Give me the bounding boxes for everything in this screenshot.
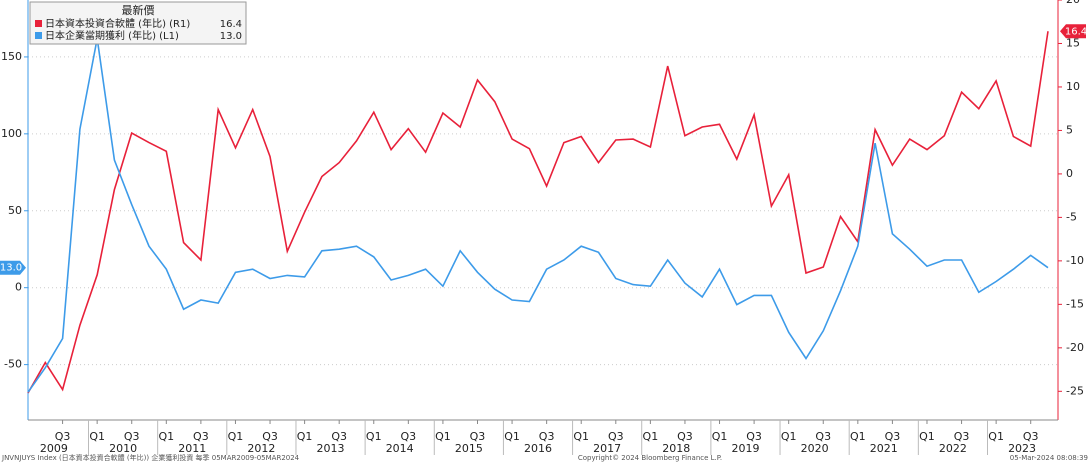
x-tick-label: Q1: [228, 430, 244, 443]
legend-box: [29, 1, 247, 45]
x-tick-label: Q3: [262, 430, 278, 443]
x-tick-label: Q3: [954, 430, 970, 443]
legend-label: 日本資本投資合軟體 (年比) (R1): [45, 17, 190, 30]
footer-left: JNVNJUYS Index (日本資本投資合軟體 (年比)) 企業獲利投資 每…: [1, 453, 300, 462]
y2-tick-label: 5: [1066, 123, 1073, 136]
year-label: 2011: [178, 442, 206, 455]
x-tick-label: Q3: [815, 430, 831, 443]
year-label: 2013: [317, 442, 345, 455]
x-tick-label: Q1: [504, 430, 520, 443]
x-tick-label: Q1: [919, 430, 935, 443]
legend-swatch: [35, 20, 42, 27]
series-line: [27, 38, 1049, 393]
y2-tick-label: -20: [1066, 341, 1084, 354]
year-label: 2009: [40, 442, 68, 455]
y2-tick-label: -25: [1066, 384, 1084, 397]
y2-tick-label: 0: [1066, 167, 1073, 180]
x-tick-label: Q3: [124, 430, 140, 443]
year-label: 2014: [386, 442, 414, 455]
legend-value: 16.4: [220, 19, 242, 30]
x-tick-label: Q3: [746, 430, 762, 443]
year-label: 2023: [1008, 442, 1036, 455]
x-tick-label: Q3: [539, 430, 555, 443]
x-tick-label: Q3: [55, 430, 71, 443]
y2-tick-label: 10: [1066, 80, 1080, 93]
y-tick-label: -50: [4, 358, 22, 371]
x-tick-label: Q1: [435, 430, 451, 443]
x-tick-label: Q1: [297, 430, 313, 443]
legend-value: 13.0: [220, 31, 242, 42]
y2-tick-label: 20: [1066, 0, 1080, 6]
last-value-label: 13.0: [0, 263, 22, 274]
x-tick-label: Q1: [158, 430, 174, 443]
last-value-box: [1060, 24, 1086, 39]
x-tick-label: Q3: [608, 430, 624, 443]
x-tick-label: Q3: [193, 430, 209, 443]
year-label: 2017: [593, 442, 621, 455]
year-label: 2021: [870, 442, 898, 455]
x-tick-label: Q1: [573, 430, 589, 443]
year-label: 2016: [524, 442, 552, 455]
y-tick-label: 150: [1, 50, 22, 63]
legend-label: 日本企業當期獲利 (年比) (L1): [45, 29, 179, 42]
year-label: 2010: [109, 442, 137, 455]
legend-swatch: [35, 32, 42, 39]
x-tick-label: Q3: [885, 430, 901, 443]
x-tick-label: Q1: [781, 430, 797, 443]
footer-center: Copyright© 2024 Bloomberg Finance L.P.: [578, 454, 722, 462]
x-tick-label: Q1: [712, 430, 728, 443]
y2-tick-label: -15: [1066, 297, 1084, 310]
last-value-box: [0, 260, 26, 275]
series-line: [27, 31, 1049, 394]
y2-tick-label: -5: [1066, 210, 1077, 223]
last-value-label: 16.4: [1065, 26, 1087, 37]
x-tick-label: Q3: [1023, 430, 1039, 443]
y-tick-label: 0: [15, 281, 22, 294]
y2-tick-label: 15: [1066, 36, 1080, 49]
x-tick-label: Q1: [988, 430, 1004, 443]
y-tick-label: 100: [1, 127, 22, 140]
x-tick-label: Q1: [366, 430, 382, 443]
footer-right: 05-Mar-2024 08:08:39: [1010, 454, 1088, 462]
x-tick-label: Q3: [677, 430, 693, 443]
year-label: 2022: [939, 442, 967, 455]
x-tick-label: Q1: [89, 430, 105, 443]
year-label: 2015: [455, 442, 483, 455]
y2-tick-label: -10: [1066, 254, 1084, 267]
year-label: 2018: [662, 442, 690, 455]
year-label: 2020: [801, 442, 829, 455]
year-label: 2012: [247, 442, 275, 455]
x-tick-label: Q3: [401, 430, 417, 443]
x-tick-label: Q1: [643, 430, 659, 443]
legend-title: 最新價: [122, 3, 155, 17]
x-tick-label: Q3: [470, 430, 486, 443]
x-tick-label: Q1: [850, 430, 866, 443]
y-tick-label: 50: [8, 204, 22, 217]
year-label: 2019: [731, 442, 759, 455]
x-tick-label: Q3: [331, 430, 347, 443]
